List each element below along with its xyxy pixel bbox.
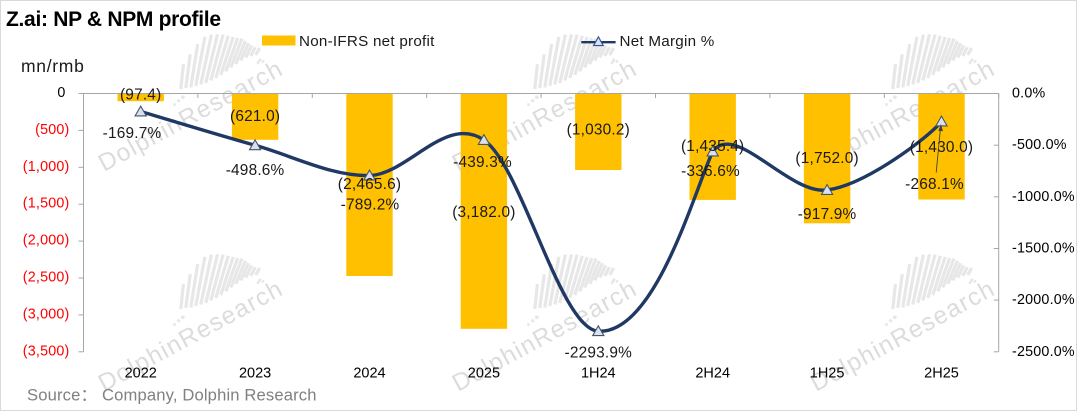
svg-text:(621.0): (621.0)	[230, 108, 280, 125]
svg-text:2H24: 2H24	[695, 366, 730, 382]
svg-text:(1,000): (1,000)	[23, 159, 70, 175]
svg-text:(3,000): (3,000)	[23, 306, 70, 322]
svg-text:(1,752.0): (1,752.0)	[795, 150, 858, 167]
svg-text:-268.1%: -268.1%	[905, 176, 964, 193]
svg-text:-1500.0%: -1500.0%	[1012, 241, 1075, 257]
svg-text:Net Margin %: Net Margin %	[620, 33, 715, 50]
svg-text:1H25: 1H25	[810, 366, 845, 382]
svg-text:2024: 2024	[353, 366, 385, 382]
svg-text:Non-IFRS net profit: Non-IFRS net profit	[299, 33, 435, 50]
svg-text:(1,030.2): (1,030.2)	[567, 122, 630, 139]
svg-text:(500): (500)	[35, 122, 69, 138]
svg-text:Source： Company, Dolphin Resea: Source： Company, Dolphin Research	[27, 386, 317, 405]
svg-text:(1,500): (1,500)	[23, 196, 70, 212]
svg-text:(2,000): (2,000)	[23, 233, 70, 249]
svg-text:2022: 2022	[125, 366, 157, 382]
svg-text:2H25: 2H25	[924, 366, 959, 382]
svg-text:(1,430.0): (1,430.0)	[910, 139, 973, 156]
svg-text:mn/rmb: mn/rmb	[21, 56, 85, 76]
svg-text:Z.ai: NP & NPM profile: Z.ai: NP & NPM profile	[6, 8, 221, 31]
svg-text:-169.7%: -169.7%	[103, 125, 162, 142]
svg-text:-2500.0%: -2500.0%	[1012, 344, 1075, 360]
svg-text:-789.2%: -789.2%	[341, 197, 400, 214]
svg-text:-439.3%: -439.3%	[453, 154, 512, 171]
svg-text:(3,182.0): (3,182.0)	[452, 204, 515, 221]
svg-text:-917.9%: -917.9%	[798, 206, 857, 223]
svg-text:-2293.9%: -2293.9%	[565, 345, 633, 362]
svg-text:(1,435.4): (1,435.4)	[681, 138, 744, 155]
svg-text:-336.6%: -336.6%	[681, 163, 740, 180]
svg-text:1H24: 1H24	[581, 366, 616, 382]
svg-text:-1000.0%: -1000.0%	[1012, 189, 1075, 205]
svg-text:(2,500): (2,500)	[23, 270, 70, 286]
svg-text:-2000.0%: -2000.0%	[1012, 292, 1075, 308]
svg-text:2023: 2023	[239, 366, 271, 382]
svg-text:2025: 2025	[468, 366, 500, 382]
svg-text:(2,465.6): (2,465.6)	[338, 176, 401, 193]
svg-text:(97.4): (97.4)	[120, 87, 161, 104]
svg-text:-500.0%: -500.0%	[1012, 137, 1067, 153]
svg-text:0.0%: 0.0%	[1012, 86, 1045, 102]
svg-text:(3,500): (3,500)	[23, 343, 70, 359]
svg-text:-498.6%: -498.6%	[226, 162, 285, 179]
svg-text:0: 0	[57, 85, 65, 101]
